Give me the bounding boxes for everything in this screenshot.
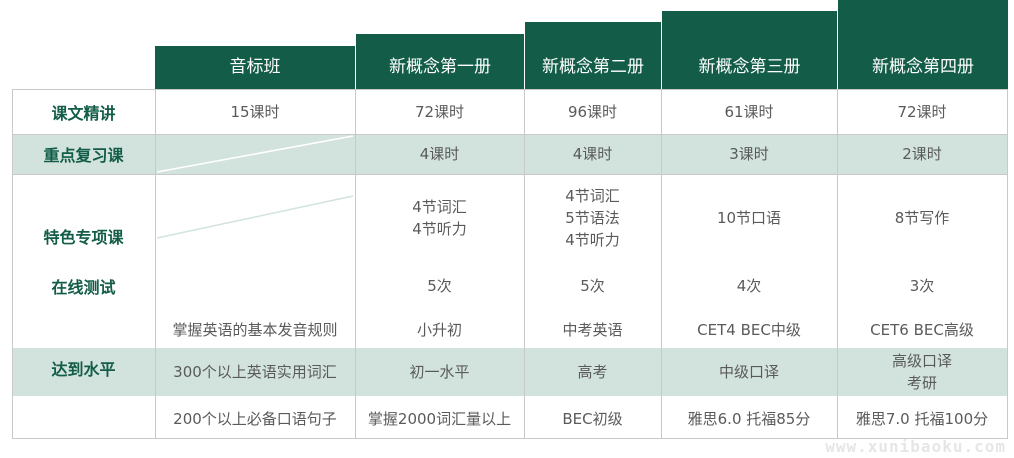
cell-level2-0: 300个以上英语实用词汇 <box>173 363 337 381</box>
row-label-online: 在线测试 <box>51 278 116 297</box>
cell-level2-3: 中级口译 <box>718 363 779 381</box>
cell-review-3: 3课时 <box>729 145 769 163</box>
cell-level1-2: 中考英语 <box>562 321 623 339</box>
grid-line <box>12 89 1007 90</box>
header-label: 新概念第二册 <box>542 57 644 77</box>
cell-online-1: 5次 <box>427 277 452 295</box>
cell-level1-3: CET4 BEC中级 <box>697 321 801 339</box>
header-label: 新概念第四册 <box>872 57 974 77</box>
header-nce3: 新概念第三册 <box>662 11 837 89</box>
cell-level3-3: 雅思6.0 托福85分 <box>687 410 811 428</box>
row-label-review: 重点复习课 <box>43 146 124 165</box>
cell-lecture-4: 72课时 <box>897 102 947 121</box>
cell-level3-1: 掌握2000词汇量以上 <box>367 410 512 428</box>
cell-level3-4: 雅思7.0 托福100分 <box>855 410 989 428</box>
grid-line <box>524 89 525 439</box>
grid-line <box>355 89 356 439</box>
band-level-2 <box>12 348 1007 396</box>
grid-line <box>12 174 1007 175</box>
cell-lecture-1: 72课时 <box>414 102 465 121</box>
header-nce2: 新概念第二册 <box>525 22 661 89</box>
cell-special-4: 8节写作 <box>894 209 950 227</box>
cell-online-3: 4次 <box>736 277 762 295</box>
cell-level1-0: 掌握英语的基本发音规则 <box>172 321 338 339</box>
cell-review-2: 4课时 <box>572 145 613 163</box>
header-yinbiao: 音标班 <box>155 46 355 89</box>
grid-line <box>12 438 1007 439</box>
watermark: www.xunibaoku.com <box>825 437 1006 456</box>
cell-online-2: 5次 <box>580 277 605 295</box>
header-label: 音标班 <box>229 57 281 77</box>
cell-lecture-3: 61课时 <box>724 102 774 121</box>
cell-special-3: 10节口语 <box>716 209 782 227</box>
header-label: 新概念第三册 <box>698 57 801 77</box>
cell-level2-2: 高考 <box>577 363 608 381</box>
cell-special-2: 4节词汇 5节语法 4节听力 <box>565 187 620 249</box>
row-label-special: 特色专项课 <box>43 228 124 247</box>
grid-line <box>12 134 1007 135</box>
row-label-lecture: 课文精讲 <box>51 103 116 123</box>
cell-online-4: 3次 <box>909 277 935 295</box>
cell-review-4: 2课时 <box>902 145 942 163</box>
header-nce4: 新概念第四册 <box>838 0 1008 89</box>
cell-level1-1: 小升初 <box>416 321 462 339</box>
cell-level3-2: BEC初级 <box>562 410 623 428</box>
header-nce1: 新概念第一册 <box>356 34 524 89</box>
band-review <box>12 134 1007 174</box>
cell-special-1: 4节词汇 4节听力 <box>412 198 467 238</box>
cell-level3-0: 200个以上必备口语句子 <box>173 410 337 428</box>
header-label: 新概念第一册 <box>389 57 491 77</box>
cell-lecture-0: 15课时 <box>230 102 280 121</box>
row-label-level: 达到水平 <box>51 360 116 379</box>
grid-line <box>661 89 662 439</box>
grid-line <box>12 89 13 439</box>
grid-line <box>155 89 156 439</box>
cell-level1-4: CET6 BEC高级 <box>870 321 974 339</box>
cell-level2-1: 初一水平 <box>409 363 470 381</box>
cell-level2-4: 高级口译 考研 <box>891 352 952 392</box>
grid-line <box>1007 89 1008 439</box>
cell-lecture-2: 96课时 <box>567 102 618 121</box>
grid-line <box>837 89 838 439</box>
cell-review-1: 4课时 <box>419 145 460 163</box>
